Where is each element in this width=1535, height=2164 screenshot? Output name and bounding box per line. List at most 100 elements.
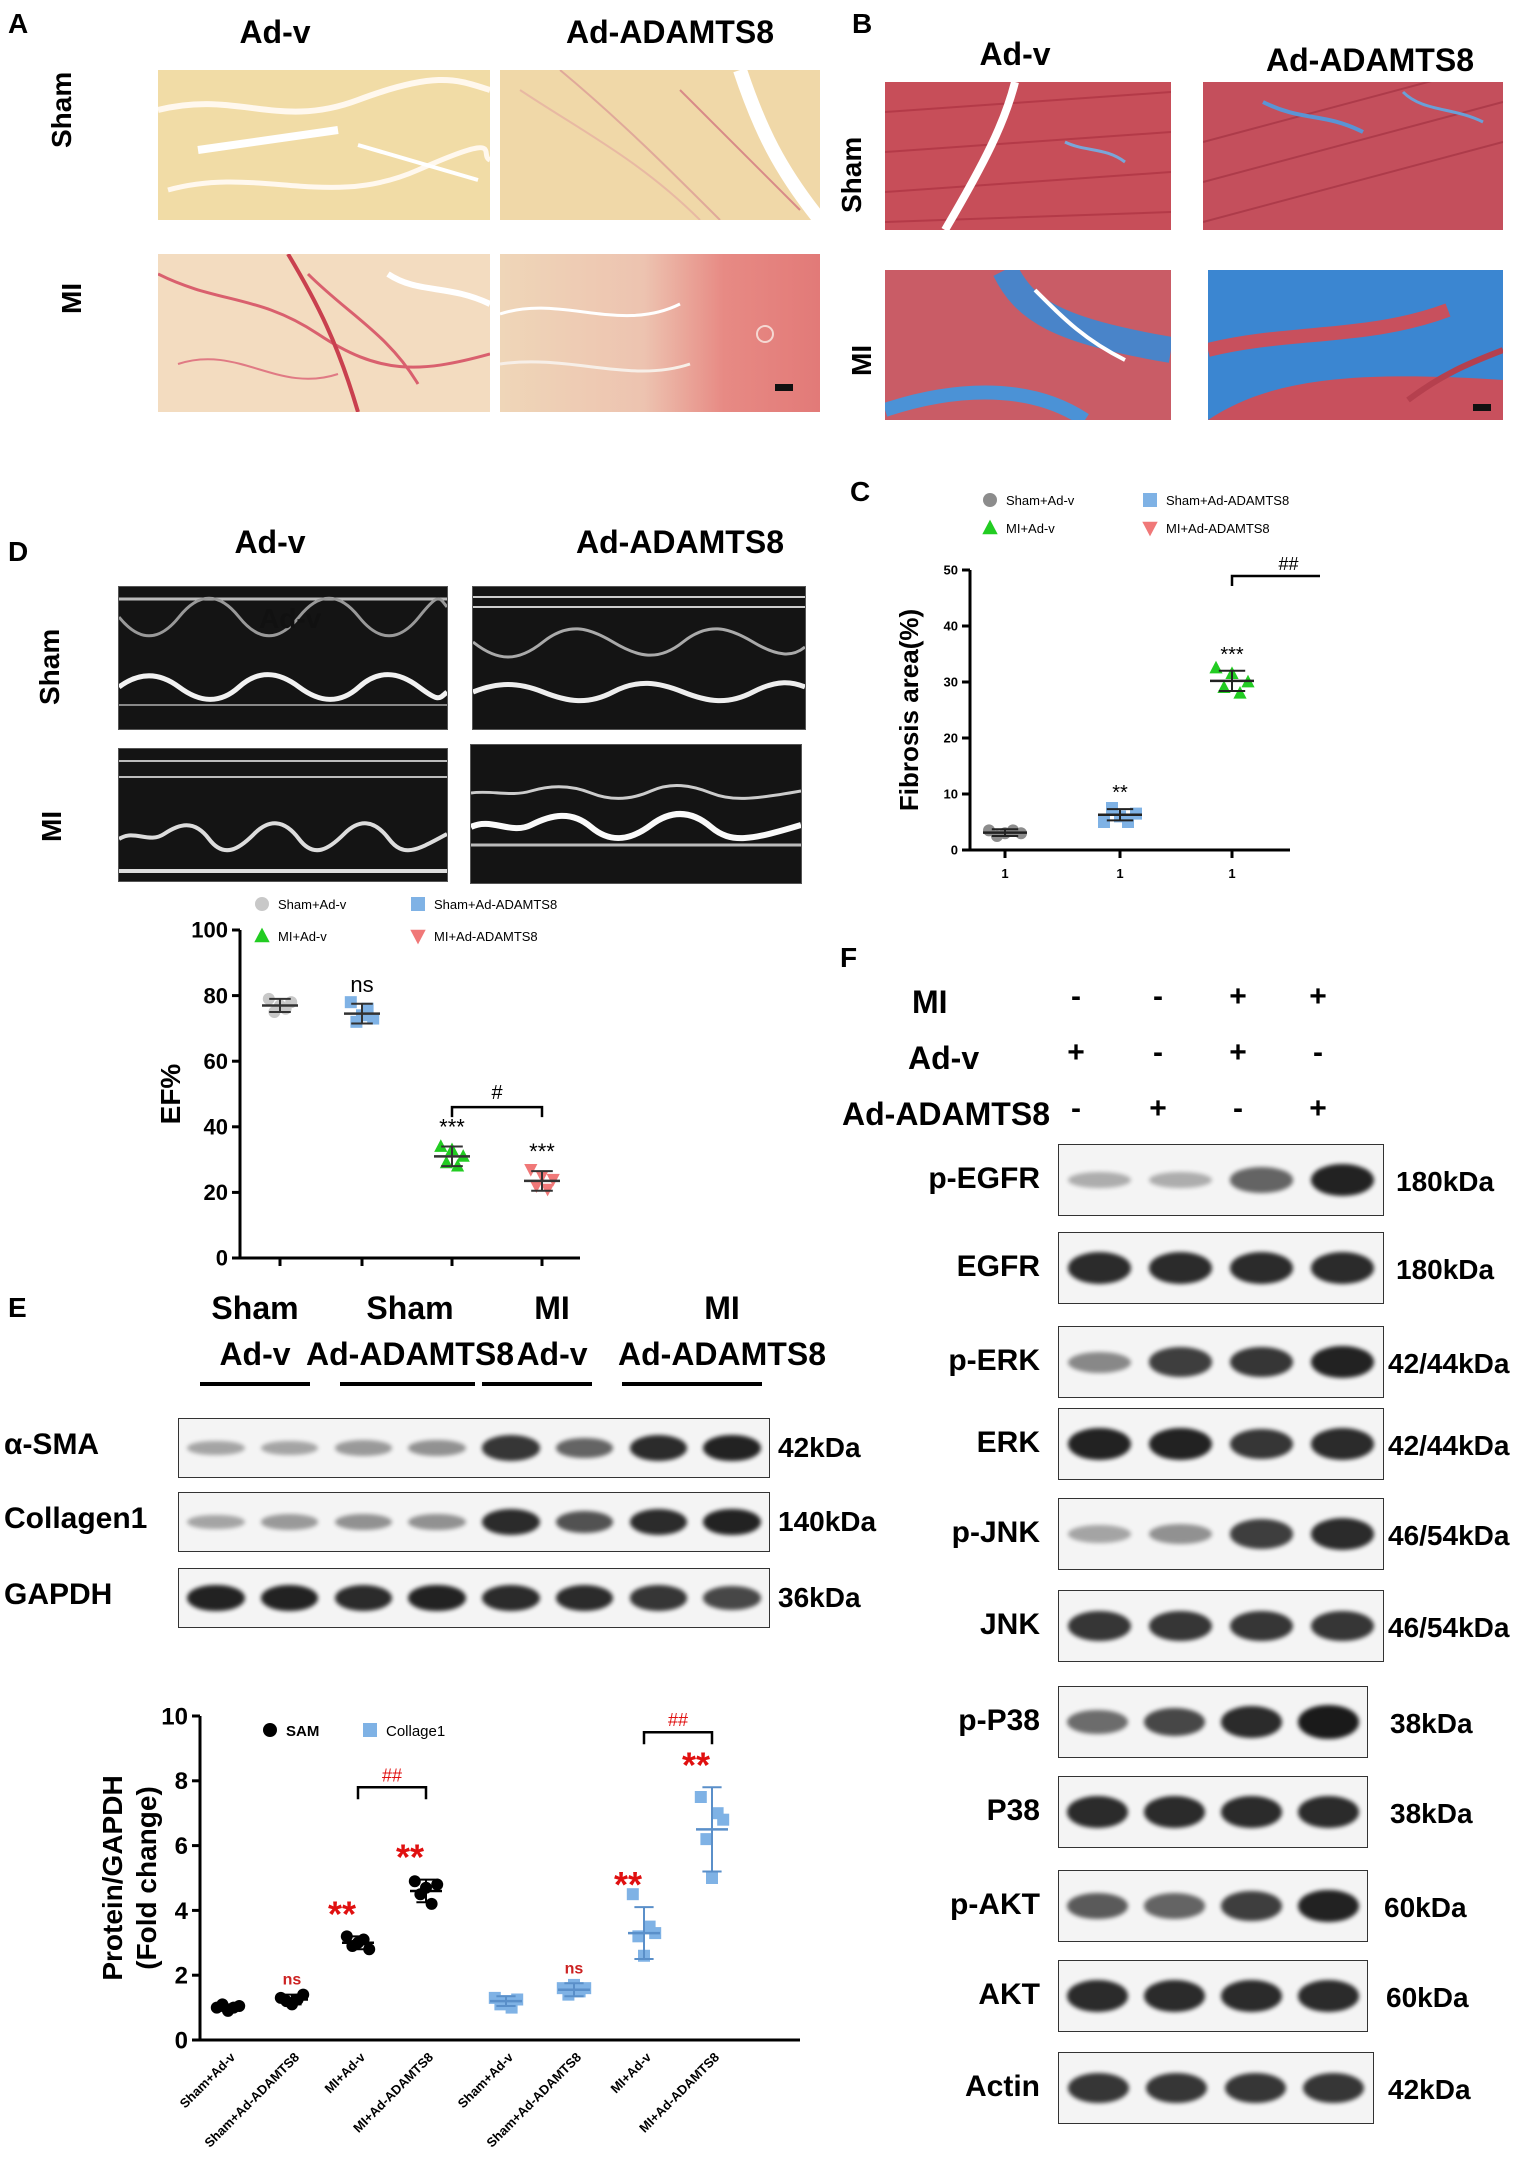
- treatment-sign: -: [1233, 1092, 1243, 1125]
- blot-band: [629, 1508, 688, 1536]
- panel-d-echo-mi-adv: [118, 748, 448, 882]
- y-tick-label: 100: [191, 918, 228, 943]
- blot-strip: [1058, 1232, 1384, 1304]
- scale-bar: [775, 384, 793, 391]
- blot-kda: 38kDa: [1390, 1798, 1473, 1829]
- data-point: [361, 1002, 374, 1015]
- panel-b-image-sham-adv: [885, 82, 1171, 230]
- data-point: [579, 1982, 592, 1995]
- data-point: [367, 1012, 380, 1025]
- blot-band: [1229, 1167, 1294, 1193]
- legend-marker: [1142, 521, 1158, 537]
- comparison-bracket: [642, 1730, 714, 1745]
- y-axis-title: EF%: [155, 1064, 186, 1125]
- blot-band: [260, 1514, 319, 1530]
- x-tick-label: 1: [1116, 866, 1123, 881]
- blot-label: α-SMA: [4, 1428, 100, 1461]
- treatment-sign: +: [1229, 980, 1247, 1013]
- blot-band: [482, 1584, 540, 1612]
- blot-label: P38: [986, 1794, 1040, 1827]
- blot-label: p-P38: [958, 1704, 1040, 1737]
- panel-b-row-label-mi: MI: [846, 344, 877, 376]
- blot-kda: 38kDa: [1390, 1708, 1473, 1739]
- blot-strip: [178, 1418, 770, 1478]
- treatment-sign: +: [1229, 1036, 1247, 1069]
- panel-d-col-title-adv: Ad-v: [234, 524, 306, 560]
- y-tick-label: 50: [944, 563, 958, 578]
- blot-label: Collagen1: [4, 1502, 148, 1535]
- panel-b-col-title-adv: Ad-v: [979, 36, 1051, 72]
- panel-d-row-label-mi: MI: [36, 810, 67, 842]
- treatment-sign: +: [1309, 1092, 1327, 1125]
- panel-b-label: B: [852, 8, 873, 39]
- data-point: [626, 1888, 639, 1901]
- y-tick-label: 10: [161, 1703, 188, 1730]
- significance-label: ***: [439, 1114, 465, 1139]
- y-axis-title: (Fold change): [131, 1786, 162, 1970]
- data-point: [700, 1833, 713, 1846]
- y-axis-title: Fibrosis area(%): [894, 609, 924, 811]
- panel-d-echo-sham-adamts8: [472, 586, 806, 730]
- legend-label: MI+Ad-ADAMTS8: [1166, 521, 1270, 536]
- treatment-sign: -: [1313, 1036, 1323, 1069]
- blot-strip: [1058, 1776, 1368, 1848]
- echo-overlay-text: Ad-v: [259, 603, 322, 634]
- blot-band: [1229, 1428, 1294, 1460]
- y-tick-label: 80: [204, 983, 228, 1008]
- stain-texture: [158, 77, 490, 193]
- data-point: [431, 1878, 444, 1891]
- data-point: [562, 1988, 575, 2001]
- significance-label: ***: [529, 1139, 555, 1164]
- data-point: [425, 1897, 438, 1910]
- legend-marker: [410, 929, 426, 945]
- group-header-line2: Ad-ADAMTS8: [618, 1336, 826, 1372]
- comparison-bracket: [356, 1786, 428, 1800]
- y-tick-label: 0: [216, 1246, 228, 1271]
- blot-band: [1148, 1347, 1213, 1377]
- blot-label: EGFR: [956, 1250, 1040, 1283]
- blot-band: [555, 1584, 614, 1612]
- chart-protein-fold-change: SAM Collage1 0 2 4 6 8 10 Protein/GAPDH (Fold cha…: [97, 1703, 800, 2150]
- panel-b-image-sham-adamts8: [1203, 82, 1503, 230]
- panel-d-echo-sham-adv: Ad-v: [118, 586, 448, 730]
- data-point: [340, 1930, 353, 1943]
- blot-label: p-ERK: [948, 1344, 1040, 1377]
- blot-band: [1144, 1893, 1205, 1919]
- blot-label: JNK: [979, 1608, 1040, 1641]
- blot-kda: 42kDa: [778, 1432, 861, 1463]
- data-point: [408, 1875, 421, 1888]
- blot-band: [1310, 1610, 1375, 1642]
- blot-strip: [1058, 1686, 1368, 1758]
- legend-label: Sham+Ad-v: [278, 897, 347, 912]
- panel-b-image-mi-adamts8: [1208, 270, 1503, 420]
- blot-band: [260, 1440, 319, 1456]
- x-tick-label: 1: [1001, 866, 1008, 881]
- data-point: [262, 992, 275, 1005]
- y-tick-label: 20: [204, 1180, 228, 1205]
- blot-band: [1067, 1980, 1128, 2012]
- treatment-sign: -: [1153, 980, 1163, 1013]
- blot-band: [408, 1584, 466, 1612]
- blot-kda: 46/54kDa: [1388, 1520, 1510, 1551]
- blot-label: ERK: [976, 1426, 1040, 1459]
- blot-band: [1221, 1980, 1282, 2012]
- legend-marker: [255, 897, 269, 911]
- blot-band: [1067, 1709, 1128, 1735]
- group-underline: [340, 1382, 475, 1386]
- blot-band: [1298, 1889, 1359, 1923]
- significance-label: **: [328, 1893, 356, 1934]
- panel-f-label: F: [840, 942, 858, 973]
- blot-band: [187, 1584, 245, 1612]
- blot-band: [1229, 1519, 1294, 1549]
- group-header-line2: Ad-ADAMTS8: [306, 1336, 514, 1372]
- blot-band: [334, 1440, 393, 1456]
- treatment-label: Ad-ADAMTS8: [842, 1096, 1050, 1132]
- panel-b-image-mi-adv: [885, 270, 1171, 420]
- blot-band: [1146, 2072, 1208, 2104]
- significance-label: **: [682, 1744, 710, 1785]
- blot-band: [1221, 1891, 1282, 1921]
- blot-band: [1221, 1706, 1282, 1738]
- panel-a-image-mi-adv: [158, 254, 490, 412]
- blot-band: [1067, 2072, 1129, 2104]
- blot-strip: [1058, 2052, 1374, 2124]
